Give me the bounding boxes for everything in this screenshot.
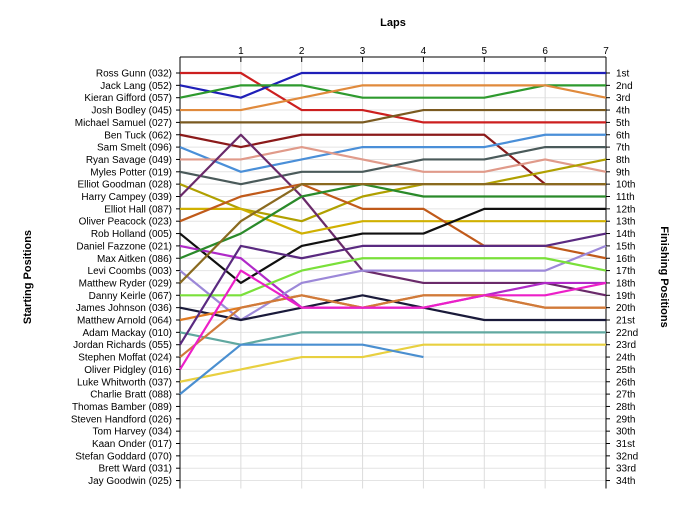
starting-position-label: James Johnson (036) — [76, 303, 172, 314]
finishing-position-label: 21st — [616, 316, 635, 327]
lap-tick-label: 1 — [238, 46, 244, 57]
starting-position-label: Kaan Onder (017) — [92, 439, 172, 450]
finishing-position-label: 20th — [616, 303, 635, 314]
starting-position-label: Charlie Bratt (088) — [90, 390, 172, 401]
finishing-position-label: 13th — [616, 217, 635, 228]
lap-tick-label: 2 — [299, 46, 305, 57]
finishing-position-label: 15th — [616, 241, 635, 252]
series-line — [179, 133, 607, 297]
finishing-position-label: 16th — [616, 254, 635, 265]
x-axis-title: Laps — [380, 17, 406, 29]
finishing-position-label: 32nd — [616, 451, 638, 462]
finishing-position-label: 33rd — [616, 464, 636, 475]
starting-position-label: Sam Smelt (096) — [97, 143, 172, 154]
finishing-position-label: 27th — [616, 390, 635, 401]
finishing-position-label: 18th — [616, 278, 635, 289]
series-line — [179, 183, 606, 284]
finishing-position-label: 22nd — [616, 328, 638, 339]
series-line — [179, 146, 606, 186]
series-line — [179, 294, 606, 358]
finishing-position-label: 8th — [616, 155, 630, 166]
finishing-position-label: 31st — [616, 439, 635, 450]
finishing-position-label: 19th — [616, 291, 635, 302]
starting-position-label: Myles Potter (019) — [90, 167, 172, 178]
starting-position-label: Matthew Ryder (029) — [79, 278, 172, 289]
starting-position-label: Jordan Richards (055) — [73, 340, 172, 351]
starting-position-label: Michael Samuel (027) — [75, 118, 172, 129]
starting-position-label: Josh Bodley (045) — [91, 106, 172, 117]
finishing-position-label: 1st — [616, 69, 630, 80]
chart-series — [179, 71, 607, 395]
series-line — [180, 84, 607, 112]
finishing-position-label: 3rd — [616, 93, 630, 104]
finishing-position-label: 24th — [616, 353, 635, 364]
finishing-position-label: 6th — [616, 130, 630, 141]
series-line — [179, 343, 424, 395]
lap-tick-label: 5 — [482, 46, 488, 57]
starting-position-label: Levi Coombs (003) — [88, 266, 172, 277]
starting-position-label: Stephen Moffat (024) — [78, 353, 172, 364]
finishing-position-label: 14th — [616, 229, 635, 240]
series-line — [179, 269, 607, 370]
starting-position-label: Brett Ward (031) — [98, 464, 172, 475]
finishing-position-label: 5th — [616, 118, 630, 129]
starting-position-label: Stefan Goddard (070) — [75, 451, 172, 462]
finishing-position-label: 26th — [616, 377, 635, 388]
starting-position-label: Tom Harvey (034) — [93, 427, 172, 438]
finishing-position-label: 7th — [616, 143, 630, 154]
finishing-position-label: 2nd — [616, 81, 633, 92]
right-axis-title: Finishing Positions — [658, 226, 670, 327]
lap-tick-label: 7 — [603, 46, 609, 57]
series-line — [179, 84, 606, 99]
series-line — [179, 232, 607, 346]
starting-position-label: Luke Whitworth (037) — [77, 377, 172, 388]
finishing-position-label: 9th — [616, 167, 630, 178]
series-line — [179, 331, 606, 346]
starting-position-label: Ross Gunn (032) — [96, 69, 172, 80]
finishing-position-label: 17th — [616, 266, 635, 277]
starting-position-label: Harry Campey (039) — [81, 192, 172, 203]
series-line — [180, 207, 606, 235]
starting-position-label: Elliot Hall (087) — [104, 204, 172, 215]
finishing-position-label: 11th — [616, 192, 635, 203]
starting-position-label: Rob Holland (005) — [91, 229, 172, 240]
finishing-position-label: 4th — [616, 106, 630, 117]
finishing-position-label: 34th — [616, 476, 635, 487]
series-line — [179, 244, 607, 322]
lap-tick-label: 4 — [421, 46, 427, 57]
series-line — [180, 257, 607, 297]
series-line — [180, 108, 606, 124]
starting-position-label: Danny Keirle (067) — [89, 291, 172, 302]
series-line — [179, 183, 606, 260]
finishing-position-label: 23rd — [616, 340, 636, 351]
starting-position-label: Max Aitken (086) — [97, 254, 172, 265]
series-line — [179, 133, 606, 173]
left-axis-title: Starting Positions — [22, 230, 34, 324]
lap-tick-label: 3 — [360, 46, 366, 57]
finishing-position-label: 30th — [616, 427, 635, 438]
starting-position-label: Steven Handford (026) — [71, 414, 172, 425]
starting-position-label: Adam Mackay (010) — [83, 328, 172, 339]
starting-position-label: Jay Goodwin (025) — [88, 476, 172, 487]
lap-tick-label: 6 — [542, 46, 548, 57]
finishing-position-label: 10th — [616, 180, 635, 191]
finishing-position-label: 28th — [616, 402, 635, 413]
starting-position-label: Oliver Peacock (023) — [79, 217, 172, 228]
starting-position-label: Matthew Arnold (064) — [77, 316, 172, 327]
starting-position-label: Oliver Pidgley (016) — [84, 365, 172, 376]
starting-position-label: Kieran Gifford (057) — [84, 93, 172, 104]
starting-position-label: Jack Lang (052) — [100, 81, 172, 92]
starting-position-label: Ryan Savage (049) — [86, 155, 172, 166]
series-line — [179, 71, 606, 99]
starting-position-label: Ben Tuck (062) — [104, 130, 172, 141]
finishing-position-label: 25th — [616, 365, 635, 376]
starting-position-label: Elliot Goodman (028) — [78, 180, 173, 191]
starting-position-label: Daniel Fazzone (021) — [76, 241, 172, 252]
finishing-position-label: 12th — [616, 204, 635, 215]
starting-position-label: Thomas Bamber (089) — [72, 402, 172, 413]
chart-axes — [176, 56, 610, 489]
finishing-position-label: 29th — [616, 414, 635, 425]
